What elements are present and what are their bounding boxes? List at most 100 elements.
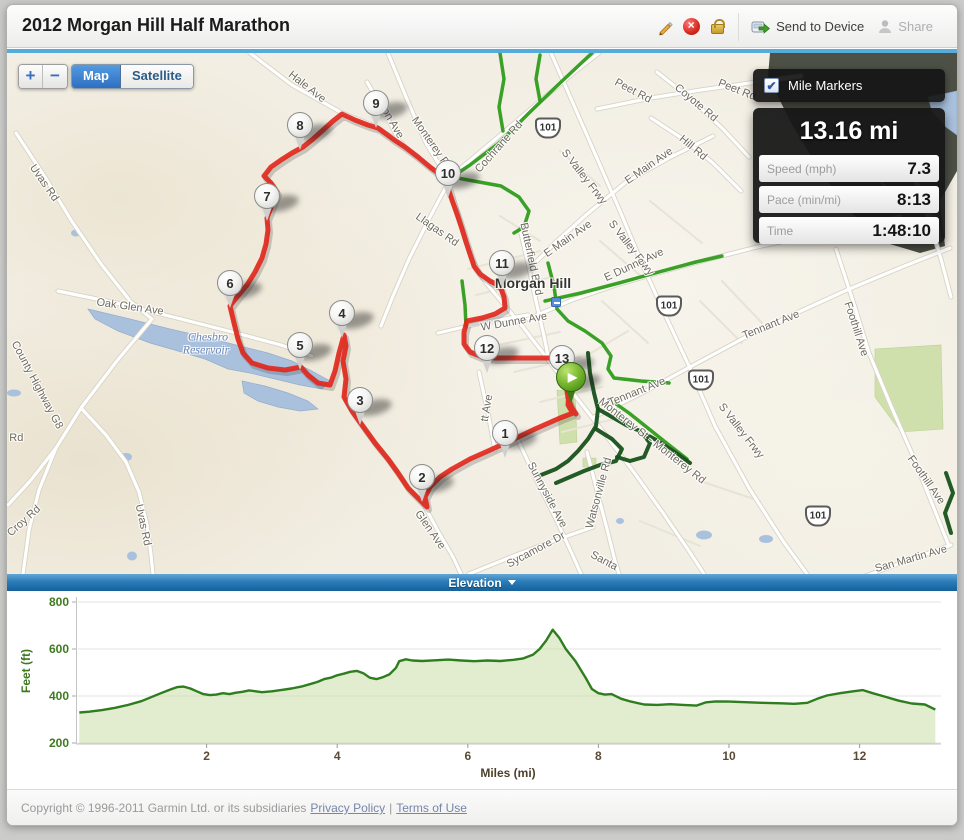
- footer-separator: |: [389, 801, 393, 815]
- share-button[interactable]: Share: [878, 19, 933, 34]
- street-label: Tennant Ave: [740, 308, 802, 342]
- header-tools: × Send to Device Share: [652, 5, 947, 48]
- street-label: W Dunne Ave: [479, 310, 549, 334]
- svg-text:8: 8: [595, 749, 602, 763]
- footer: Copyright © 1996-2011 Garmin Ltd. or its…: [7, 789, 957, 825]
- mile-marker-12[interactable]: 12: [474, 335, 521, 377]
- highway-101-shield: 101: [535, 117, 561, 139]
- marker-tip: [443, 184, 453, 198]
- street-label: Sunnyside Ave: [524, 460, 570, 530]
- elevation-chart: 800 600 400 200 2 4 6 8 10 12 Feet (ft) Miles (mi): [19, 595, 941, 780]
- street-label: s Rd: [7, 432, 24, 444]
- marker-number: 4: [329, 300, 355, 326]
- dropdown-caret-icon: [507, 580, 516, 585]
- stat-row-speed: Speed (mph) 7.3: [759, 155, 939, 182]
- mile-marker-7[interactable]: 7: [254, 183, 301, 225]
- marker-tip: [295, 136, 305, 150]
- svg-text:Miles (mi): Miles (mi): [480, 766, 535, 780]
- street-label: Tennant Ave: [606, 375, 668, 409]
- svg-text:10: 10: [722, 749, 736, 763]
- marker-number: 12: [474, 335, 500, 361]
- terms-of-use-link[interactable]: Terms of Use: [396, 801, 467, 815]
- marker-number: 6: [217, 270, 243, 296]
- water-label: Reservoir: [182, 342, 230, 357]
- pencil-icon: [659, 21, 673, 35]
- street-label: Monterey St - Monterey Rd: [596, 395, 708, 487]
- svg-text:4: 4: [334, 749, 341, 763]
- elevation-dropdown[interactable]: Elevation: [7, 574, 957, 591]
- marker-tip: [371, 114, 381, 128]
- street-label: Foothill Ave: [841, 300, 871, 358]
- marker-tip: [497, 274, 507, 288]
- mile-marker-5[interactable]: 5: [287, 332, 334, 374]
- privacy-policy-link[interactable]: Privacy Policy: [310, 801, 386, 815]
- pace-value: 8:13: [896, 189, 931, 209]
- street-label: Santa: [588, 548, 620, 574]
- street-label: Coyote Rd: [672, 81, 720, 125]
- check-icon: ✔: [766, 79, 777, 93]
- marker-tip: [262, 207, 272, 221]
- mile-marker-2[interactable]: 2: [409, 464, 456, 506]
- street-label: Cochrane Rd: [472, 118, 526, 176]
- delete-x-glyph: ×: [687, 18, 695, 32]
- svg-text:12: 12: [853, 749, 867, 763]
- elevation-chart-section: 800 600 400 200 2 4 6 8 10 12 Feet (ft) Miles (mi): [7, 591, 957, 789]
- map-view-button[interactable]: Map: [72, 65, 121, 88]
- map-canvas[interactable]: Hale Ave Tilton Ave Monterey Rd Cochrane Rd…: [7, 53, 957, 574]
- mile-markers-panel: ✔ Mile Markers: [753, 69, 945, 102]
- mile-marker-3[interactable]: 3: [347, 387, 394, 429]
- marker-number: 1: [492, 420, 518, 446]
- street-label: Foothill Ave: [904, 453, 948, 507]
- street-label: Watsonville Rd: [583, 456, 615, 530]
- send-to-device-label: Send to Device: [776, 19, 865, 34]
- mile-marker-4[interactable]: 4: [329, 300, 376, 342]
- mile-marker-1[interactable]: 1: [492, 420, 539, 462]
- street-label: E Main Ave: [622, 145, 676, 187]
- play-icon: ▶: [556, 362, 586, 392]
- start-marker[interactable]: ▶: [556, 362, 603, 404]
- delete-button[interactable]: ×: [678, 14, 704, 40]
- svg-text:400: 400: [49, 689, 69, 703]
- mile-marker-10[interactable]: 10: [435, 160, 482, 202]
- satellite-view-button[interactable]: Satellite: [121, 65, 193, 88]
- street-label: E Main Ave: [541, 218, 595, 260]
- svg-text:2: 2: [203, 749, 210, 763]
- marker-tip: [337, 324, 347, 338]
- svg-text:800: 800: [49, 595, 69, 609]
- marker-tip: [500, 444, 510, 458]
- street-label: Glen Ave: [412, 508, 448, 552]
- svg-text:6: 6: [464, 749, 471, 763]
- street-label: San Martin Ave: [873, 542, 949, 574]
- marker-number: 9: [363, 90, 389, 116]
- zoom-out-button[interactable]: −: [43, 65, 67, 88]
- street-label: S Valley Frwy: [715, 401, 767, 461]
- marker-number: 5: [287, 332, 313, 358]
- privacy-button[interactable]: [704, 14, 730, 40]
- mile-marker-8[interactable]: 8: [287, 112, 334, 154]
- street-label: Sycamore Dr: [504, 529, 568, 571]
- mile-marker-11[interactable]: 11: [489, 250, 536, 292]
- mile-markers-checkbox[interactable]: ✔: [764, 78, 779, 93]
- stat-row-time: Time 1:48:10: [759, 217, 939, 244]
- pace-label: Pace (min/mi): [767, 192, 842, 207]
- marker-tip: [355, 411, 365, 425]
- mile-marker-9[interactable]: 9: [363, 90, 410, 132]
- marker-number: 7: [254, 183, 280, 209]
- mile-marker-6[interactable]: 6: [217, 270, 264, 312]
- street-label: Uvas Rd: [132, 503, 154, 547]
- highway-101-shield: 101: [688, 369, 714, 391]
- send-to-device-icon: [751, 21, 771, 34]
- marker-number: 2: [409, 464, 435, 490]
- send-to-device-button[interactable]: Send to Device: [751, 19, 864, 35]
- lock-icon: [710, 19, 725, 34]
- page-title: 2012 Morgan Hill Half Marathon: [22, 15, 291, 35]
- time-label: Time: [767, 223, 794, 238]
- edit-button[interactable]: [652, 14, 678, 40]
- zoom-controls: + −: [18, 64, 68, 89]
- zoom-in-button[interactable]: +: [19, 65, 43, 88]
- street-label: tt Ave: [478, 393, 496, 423]
- speed-label: Speed (mph): [767, 161, 837, 176]
- street-label: S Valley Frwy: [558, 147, 610, 207]
- svg-text:600: 600: [49, 642, 69, 656]
- street-label: Peet Rd: [612, 76, 654, 106]
